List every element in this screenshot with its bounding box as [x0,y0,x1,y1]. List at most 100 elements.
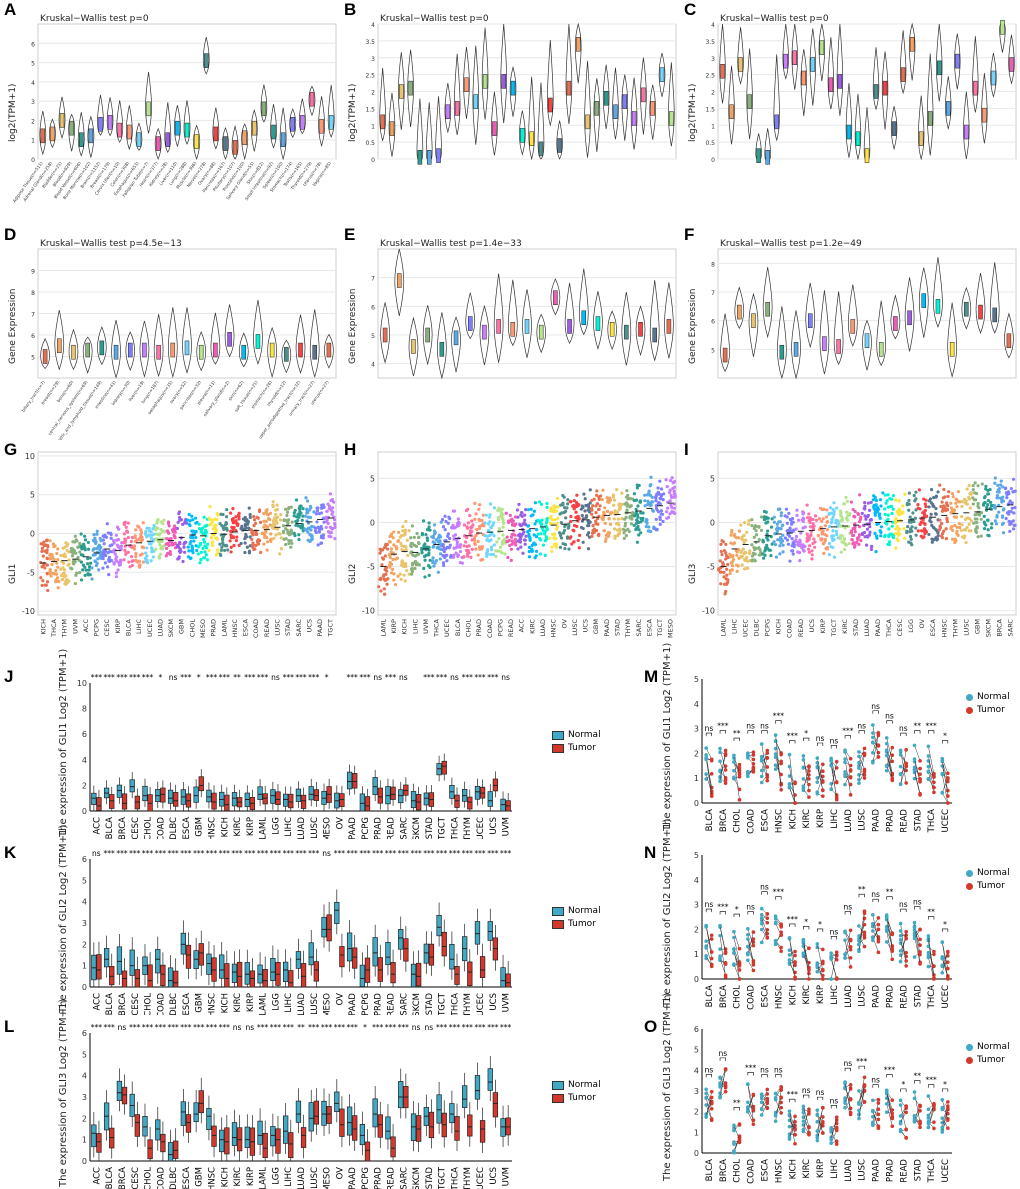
scatter-point [211,543,215,548]
scatter-point [209,522,213,526]
scatter-point [879,534,883,538]
scatter-point [462,523,466,527]
x-tick-label: BLCA [454,618,462,636]
scatter-point [384,572,388,576]
point-tumor [751,762,756,766]
point-tumor [848,763,853,768]
pair-line [733,963,740,980]
point-tumor [946,801,950,805]
scatter-point [776,507,781,511]
scatter-point [48,568,52,572]
scatter-point [157,533,161,537]
significance-label: ns [233,1023,242,1032]
scatter-point [413,559,418,564]
scatter-point [167,543,171,548]
scatter-point [843,526,847,530]
point-tumor [723,748,728,753]
scatter-point [744,538,748,542]
scatter-point [639,531,643,535]
x-tick-label: PCPG [764,619,772,636]
scatter-point [909,537,913,541]
scatter-point [824,546,828,551]
scatter-point [409,543,413,548]
scatter-point [83,573,87,577]
scatter-point [778,520,782,524]
y-tick-label: 3 [371,56,375,63]
scatter-point [931,504,935,508]
scatter-point [658,479,662,483]
point-normal [857,754,861,759]
significance-bracket [816,742,824,746]
box-normal [449,943,455,970]
scatter-point [437,547,442,551]
point-tumor [821,762,825,767]
scatter-point [945,516,949,520]
scatter-point [853,522,857,526]
x-tick-label: LGG [271,993,281,1011]
box-normal [500,1118,506,1137]
scatter-point [470,538,474,542]
scatter-point [481,513,485,517]
point-tumor [862,769,867,774]
violin-box [142,342,147,358]
scatter-point [73,558,77,563]
scatter-point [654,506,659,511]
x-tick-label: LUSC [273,619,281,636]
scatter-point [641,511,645,515]
scatter-point [596,522,600,526]
scatter-point [940,536,945,540]
scatter-point [79,532,83,536]
scatter-point [533,501,538,505]
scatter-point [897,527,901,531]
scatter-point [497,516,501,520]
scatter-point [831,515,835,519]
scatter-point [548,536,552,540]
scatter-point [73,534,77,538]
scatter-point [781,543,785,547]
legend: Normal Tumor [552,1077,601,1103]
scatter-point [938,524,942,528]
scatter-point [905,529,909,533]
box-tumor [173,1140,179,1159]
box-normal [116,1080,123,1101]
point-normal [746,751,750,756]
scatter-point [914,490,918,494]
y-tick-label: 4 [711,22,715,29]
scatter-point [442,550,446,554]
significance-label: *** [244,849,256,858]
scatter-point [974,527,978,531]
violin-box [669,111,674,126]
violin [537,82,545,160]
significance-label: *** [462,1023,474,1032]
scatter-point [269,532,273,536]
x-tick-label: BRCA [118,1167,128,1189]
scatter-point [776,526,780,530]
x-tick-label: ESCA [182,817,192,839]
x-tick-label: TGCT [438,992,448,1015]
scatter-point [656,486,660,490]
scatter-point [141,560,146,564]
scatter-point [886,513,890,517]
box-tumor [160,964,166,987]
x-tick-label: LGG [907,619,915,633]
pair-line [733,777,740,790]
scatter-point [555,527,559,531]
significance-label: *** [308,1023,320,1032]
scatter-point [105,565,110,569]
scatter-point [533,522,537,526]
scatter-point [955,529,959,534]
violin-box [666,319,672,334]
significance-bracket [803,737,810,742]
scatter-point [315,509,320,513]
scatter-point [534,549,539,553]
scatter-point [868,522,872,526]
scatter-point [562,495,566,499]
scatter-point [742,520,747,525]
violin-box [113,344,119,360]
scatter-point [312,510,316,514]
box-normal [487,1068,493,1091]
scatter-point [890,532,894,537]
scatter-point [973,481,977,485]
x-tick-label: COAD [486,619,494,638]
scatter-point [490,548,494,552]
